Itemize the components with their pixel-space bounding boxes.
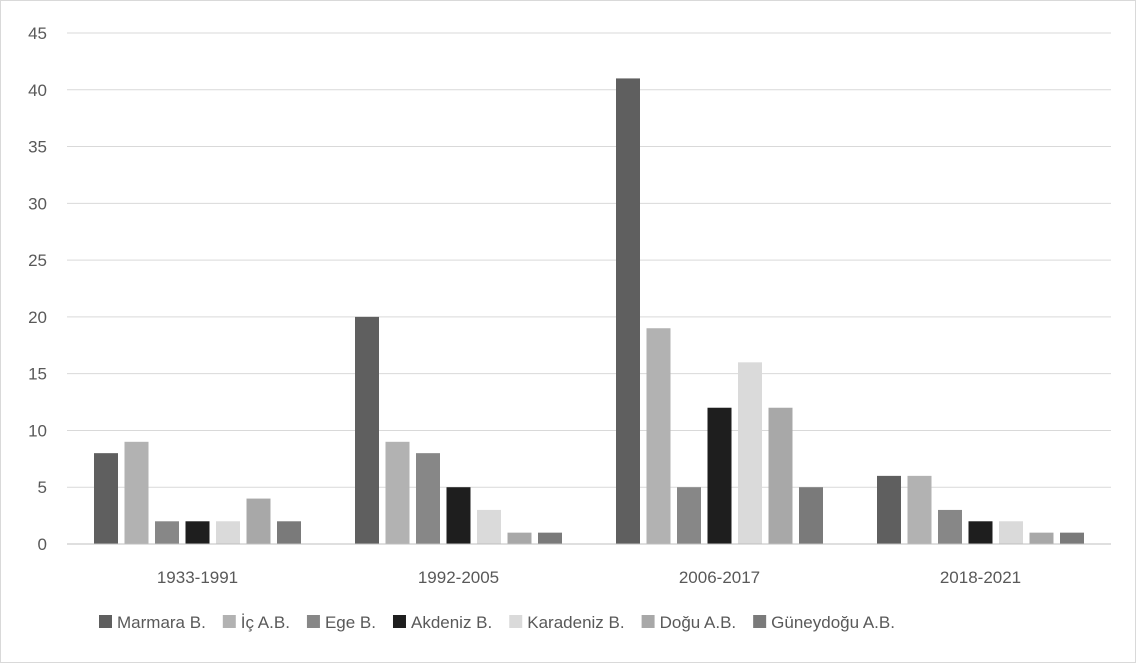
bar <box>507 532 532 544</box>
bar <box>477 509 501 544</box>
y-tick-label: 0 <box>38 535 47 554</box>
y-tick-label: 15 <box>28 365 47 384</box>
legend: Marmara B. İç A.B. Ege B. Akdeniz B. Karaden… <box>99 613 895 632</box>
bar <box>677 487 701 544</box>
bar <box>877 475 901 544</box>
legend-swatch <box>509 615 523 628</box>
y-tick-label: 30 <box>28 194 47 213</box>
bar <box>646 328 671 544</box>
bar <box>907 475 932 544</box>
x-tick-label: 1933-1991 <box>157 568 238 587</box>
bar <box>1029 532 1054 544</box>
bar <box>999 521 1023 544</box>
legend-swatch <box>753 615 767 628</box>
bar <box>446 487 471 544</box>
y-tick-label: 25 <box>28 251 47 270</box>
legend-swatch <box>99 615 112 628</box>
y-tick-label: 10 <box>28 421 47 440</box>
bar <box>416 453 440 544</box>
bar <box>277 521 301 544</box>
bar <box>246 498 271 544</box>
bar <box>385 441 410 544</box>
bar <box>185 521 210 544</box>
bar <box>355 316 379 544</box>
bars <box>94 78 1084 544</box>
y-tick-label: 20 <box>28 308 47 327</box>
bar <box>938 509 962 544</box>
bar <box>1060 532 1084 544</box>
legend-entry: Karadeniz B. <box>527 613 624 632</box>
x-tick-label: 2018-2021 <box>940 568 1021 587</box>
legend-swatch <box>222 615 236 628</box>
y-tick-label: 45 <box>28 24 47 43</box>
y-tick-label: 35 <box>28 138 47 157</box>
bar <box>968 521 993 544</box>
legend-entry: Akdeniz B. <box>411 613 492 632</box>
y-axis-ticks: 0 5 10 15 20 25 30 35 40 45 <box>28 24 47 554</box>
legend-swatch <box>392 615 406 628</box>
bar <box>538 532 562 544</box>
legend-entry: Güneydoğu A.B. <box>771 613 895 632</box>
x-tick-label: 2006-2017 <box>679 568 760 587</box>
bar <box>738 362 762 544</box>
legend-entry: Doğu A.B. <box>660 613 737 632</box>
gridlines <box>67 32 1111 488</box>
bar <box>94 453 118 544</box>
bar <box>768 407 793 544</box>
bar <box>155 521 179 544</box>
legend-swatch <box>641 615 655 628</box>
bar <box>707 407 732 544</box>
bar <box>799 487 823 544</box>
bar <box>216 521 240 544</box>
y-tick-label: 5 <box>38 478 47 497</box>
x-tick-label: 1992-2005 <box>418 568 499 587</box>
legend-entry: İç A.B. <box>241 613 290 632</box>
legend-entry: Marmara B. <box>117 613 206 632</box>
category-labels: 1933-1991 1992-2005 2006-2017 2018-2021 <box>157 568 1021 587</box>
bar <box>124 441 149 544</box>
bar <box>616 78 640 544</box>
legend-swatch <box>306 615 320 628</box>
y-tick-label: 40 <box>28 81 47 100</box>
legend-entry: Ege B. <box>325 613 376 632</box>
